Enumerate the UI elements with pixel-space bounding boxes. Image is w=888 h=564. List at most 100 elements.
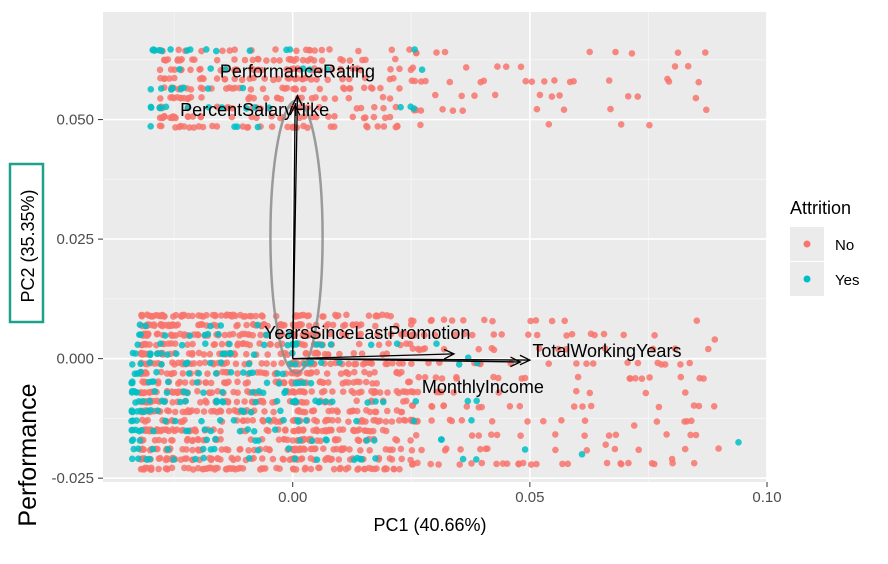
legend-label-yes: Yes (835, 272, 859, 289)
point-yes (204, 85, 212, 92)
point-no (247, 86, 255, 93)
point-yes (236, 427, 244, 435)
point-no (478, 403, 486, 411)
point-no (195, 349, 203, 357)
point-yes (283, 46, 290, 54)
point-yes (182, 427, 190, 435)
point-yes (468, 417, 475, 424)
point-yes (357, 455, 364, 463)
point-no (307, 445, 315, 453)
point-yes (254, 446, 262, 454)
point-no (295, 427, 303, 434)
point-yes (221, 350, 228, 358)
point-no (432, 91, 439, 99)
point-no (188, 351, 196, 358)
loading-vectors: PerformanceRating PercentSalaryHike YearsS… (180, 62, 681, 397)
point-no (414, 459, 421, 467)
point-yes (129, 426, 136, 434)
point-no (160, 437, 168, 445)
point-no (334, 417, 342, 424)
point-no (198, 94, 205, 101)
x-tick-label: 0.05 (515, 489, 544, 506)
point-no (317, 437, 324, 445)
point-no (304, 57, 312, 64)
point-no (642, 389, 650, 397)
point-no (397, 445, 405, 453)
point-no (382, 418, 390, 425)
point-yes (315, 398, 323, 406)
point-yes (176, 66, 183, 73)
point-no (663, 431, 670, 438)
point-no (548, 93, 556, 100)
point-no (396, 85, 403, 92)
point-no (638, 375, 646, 383)
point-no (379, 351, 387, 358)
point-yes (271, 426, 279, 434)
point-no (270, 57, 278, 64)
point-no (189, 436, 197, 444)
point-no (664, 75, 671, 83)
point-no (390, 465, 398, 473)
point-yes (203, 436, 211, 444)
point-no (371, 103, 378, 111)
point-no (427, 460, 435, 468)
point-yes (318, 359, 325, 367)
point-yes (322, 398, 330, 405)
point-no (300, 113, 308, 120)
point-no (194, 387, 201, 395)
point-no (339, 75, 346, 83)
point-yes (155, 47, 163, 54)
point-no (200, 408, 208, 415)
point-no (412, 432, 420, 439)
point-no (255, 56, 262, 63)
point-yes (147, 104, 155, 111)
point-yes (371, 437, 378, 444)
point-no (213, 75, 221, 82)
point-no (306, 47, 314, 54)
point-no (249, 417, 257, 424)
point-no (361, 368, 368, 376)
point-no (245, 447, 252, 454)
point-no (148, 313, 155, 320)
point-no (298, 75, 306, 83)
point-no (230, 311, 237, 319)
point-no (441, 48, 449, 56)
point-no (243, 340, 250, 348)
point-no (234, 321, 241, 329)
point-no (266, 446, 273, 453)
point-no (548, 317, 556, 325)
point-no (372, 388, 379, 396)
point-no (290, 446, 298, 453)
point-no (450, 389, 458, 396)
point-no (695, 78, 702, 86)
point-no (345, 418, 352, 426)
point-yes (353, 417, 360, 425)
point-no (313, 76, 320, 83)
point-no (195, 436, 202, 444)
y-tick-label: 0.025 (56, 231, 94, 248)
point-no (684, 62, 692, 70)
point-no (551, 77, 558, 84)
point-no (398, 408, 406, 416)
point-no (223, 311, 231, 319)
point-no (495, 374, 502, 382)
point-yes (292, 361, 299, 368)
point-no (213, 56, 221, 64)
point-no (355, 47, 362, 55)
point-no (273, 464, 280, 472)
point-no (696, 374, 703, 382)
point-no (302, 349, 310, 357)
point-no (440, 402, 447, 410)
point-yes (180, 84, 187, 91)
point-yes (146, 455, 153, 463)
point-no (431, 331, 439, 339)
point-no (328, 407, 336, 415)
point-no (453, 373, 460, 381)
point-yes (244, 426, 252, 433)
point-no (300, 85, 307, 93)
point-yes (407, 103, 415, 110)
point-yes (306, 66, 314, 73)
point-yes (128, 408, 136, 415)
legend-label-no: No (835, 237, 854, 254)
point-no (224, 446, 232, 454)
